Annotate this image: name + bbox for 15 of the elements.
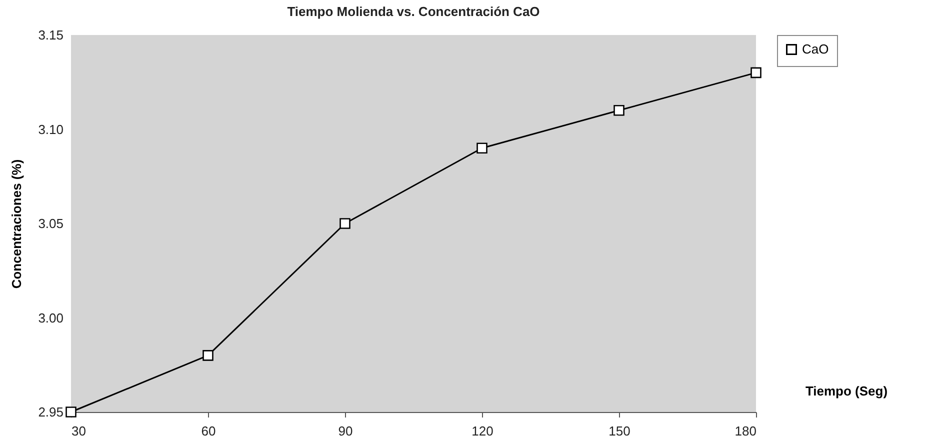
y-axis-title: Concentraciones (%) bbox=[9, 159, 24, 289]
y-tick-label: 3.10 bbox=[38, 122, 64, 137]
x-axis-title: Tiempo (Seg) bbox=[805, 384, 888, 398]
x-tick-label: 150 bbox=[608, 424, 630, 438]
legend-label: CaO bbox=[802, 42, 829, 56]
chart-title: Tiempo Molienda vs. Concentración CaO bbox=[287, 4, 540, 19]
y-tick-label: 2.95 bbox=[38, 404, 64, 420]
x-tick-label: 180 bbox=[734, 424, 756, 438]
y-tick-label: 3.15 bbox=[38, 28, 64, 42]
x-tick-label: 90 bbox=[338, 424, 353, 438]
x-tick-label: 120 bbox=[472, 424, 494, 438]
x-tick-label: 60 bbox=[201, 424, 216, 438]
x-tick-label: 30 bbox=[72, 424, 86, 438]
y-tick-label: 3.00 bbox=[38, 310, 64, 326]
y-tick-label: 3.05 bbox=[38, 216, 64, 231]
